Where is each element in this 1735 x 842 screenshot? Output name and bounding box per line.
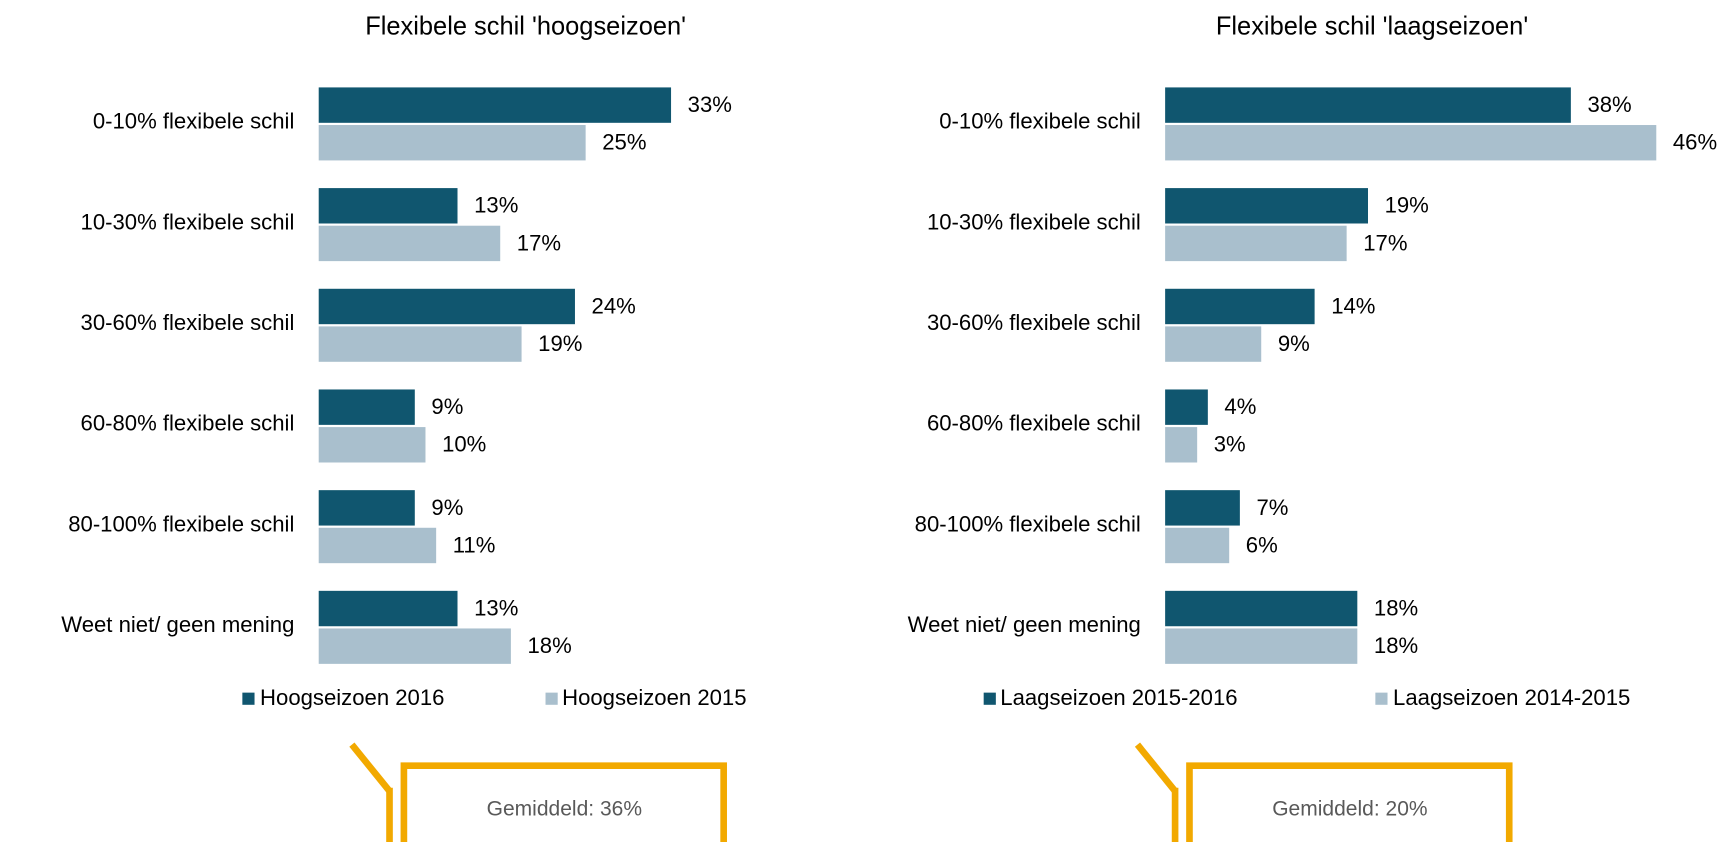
category-label: 80-100% flexibele schil bbox=[68, 511, 294, 536]
bar bbox=[318, 326, 522, 362]
value-label: 9% bbox=[1278, 331, 1310, 356]
value-label: 7% bbox=[1256, 495, 1288, 520]
value-label: 38% bbox=[1587, 92, 1631, 117]
value-label: 17% bbox=[1363, 230, 1407, 255]
bar bbox=[318, 288, 575, 325]
category-label: 30-60% flexibele schil bbox=[81, 310, 295, 335]
value-label: 4% bbox=[1224, 394, 1256, 419]
bar bbox=[1165, 590, 1358, 627]
value-label: 18% bbox=[1374, 633, 1418, 658]
value-label: 6% bbox=[1246, 532, 1278, 557]
value-label: 25% bbox=[602, 130, 646, 155]
legend-label: Hoogseizoen 2016 bbox=[260, 685, 444, 710]
value-label: 11% bbox=[453, 532, 496, 557]
bar bbox=[318, 389, 415, 425]
value-label: 9% bbox=[431, 495, 463, 520]
bar bbox=[318, 590, 458, 627]
value-label: 9% bbox=[431, 394, 463, 419]
bar bbox=[318, 225, 501, 262]
category-label: 10-30% flexibele schil bbox=[81, 209, 295, 234]
bar bbox=[318, 125, 586, 161]
category-label: 30-60% flexibele schil bbox=[927, 310, 1141, 335]
callout-box bbox=[1186, 762, 1513, 842]
callout-pointer bbox=[349, 742, 393, 794]
bar bbox=[318, 427, 426, 463]
category-label: 0-10% flexibele schil bbox=[93, 109, 295, 134]
value-label: 33% bbox=[688, 92, 732, 117]
category-label: 60-80% flexibele schil bbox=[927, 411, 1141, 436]
category-label: 0-10% flexibele schil bbox=[939, 109, 1141, 134]
value-label: 14% bbox=[1331, 293, 1375, 318]
annotation: Gemiddeld: 36% bbox=[487, 797, 642, 820]
value-label: 13% bbox=[474, 595, 518, 620]
value-label: 19% bbox=[538, 331, 582, 356]
legend-swatch bbox=[242, 692, 255, 705]
bar bbox=[1165, 628, 1358, 664]
category-label: 10-30% flexibele schil bbox=[927, 209, 1141, 234]
value-label: 24% bbox=[592, 293, 636, 318]
callout-pointer bbox=[1134, 742, 1178, 794]
category-label: 80-100% flexibele schil bbox=[915, 511, 1141, 536]
bar bbox=[318, 527, 437, 564]
bar bbox=[318, 628, 511, 664]
legend-label: Laagseizoen 2015-2016 bbox=[1000, 685, 1237, 710]
bar bbox=[1165, 288, 1315, 325]
category-label: 60-80% flexibele schil bbox=[81, 411, 295, 436]
value-label: 10% bbox=[442, 432, 486, 457]
value-label: 17% bbox=[517, 230, 561, 255]
bar bbox=[318, 490, 415, 526]
bar bbox=[318, 87, 672, 123]
annotation: Gemiddeld: 20% bbox=[1272, 797, 1427, 820]
legend-label: Hoogseizoen 2015 bbox=[562, 685, 746, 710]
legend-swatch bbox=[983, 692, 996, 705]
bar bbox=[1165, 427, 1198, 463]
value-label: 18% bbox=[1374, 595, 1418, 620]
bar bbox=[1165, 389, 1208, 425]
bar bbox=[1165, 225, 1347, 262]
value-label: 13% bbox=[474, 193, 518, 218]
bar bbox=[318, 188, 458, 224]
value-label: 18% bbox=[527, 633, 571, 658]
value-label: 46% bbox=[1673, 130, 1717, 155]
bar bbox=[1165, 188, 1368, 224]
legend-swatch bbox=[545, 692, 558, 705]
chart-title: Flexibele schil 'hoogseizoen' bbox=[365, 12, 686, 40]
value-label: 19% bbox=[1385, 193, 1429, 218]
bar bbox=[1165, 326, 1262, 362]
bar bbox=[1165, 490, 1240, 526]
bar bbox=[1165, 527, 1230, 564]
legend-swatch bbox=[1375, 692, 1388, 705]
category-label: Weet niet/ geen mening bbox=[61, 612, 294, 637]
value-label: 3% bbox=[1214, 432, 1246, 457]
callout-box bbox=[400, 762, 727, 842]
legend-label: Laagseizoen 2014-2015 bbox=[1393, 685, 1630, 710]
category-label: Weet niet/ geen mening bbox=[908, 612, 1141, 637]
bar bbox=[1165, 125, 1657, 161]
chart-title: Flexibele schil 'laagseizoen' bbox=[1216, 12, 1528, 40]
bar bbox=[1165, 87, 1571, 123]
